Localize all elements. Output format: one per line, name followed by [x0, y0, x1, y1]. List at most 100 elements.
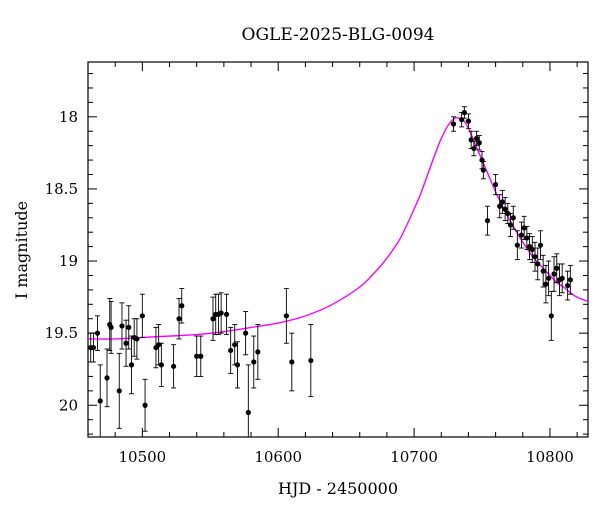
- data-marker: [497, 203, 503, 209]
- data-point: [142, 378, 148, 432]
- data-point: [251, 335, 257, 389]
- data-marker: [559, 275, 565, 281]
- data-point: [228, 326, 234, 374]
- data-point: [283, 287, 289, 344]
- data-marker: [476, 140, 482, 146]
- data-point: [234, 341, 241, 389]
- data-marker: [283, 313, 289, 319]
- data-marker: [223, 311, 230, 318]
- data-marker: [218, 310, 224, 316]
- data-point: [559, 263, 565, 294]
- data-marker: [461, 109, 467, 116]
- data-marker: [507, 222, 514, 228]
- data-point: [507, 212, 514, 237]
- data-marker: [473, 135, 480, 142]
- data-point: [116, 352, 122, 429]
- data-marker: [537, 242, 544, 248]
- data-marker: [471, 145, 477, 152]
- data-marker: [524, 235, 530, 241]
- data-marker: [158, 362, 164, 368]
- data-marker: [116, 388, 122, 394]
- data-marker: [210, 316, 216, 322]
- data-point: [471, 140, 477, 157]
- data-marker: [108, 324, 114, 330]
- data-point: [176, 298, 182, 340]
- data-point: [255, 324, 261, 380]
- data-point: [156, 324, 162, 366]
- data-marker: [139, 313, 145, 319]
- data-marker: [493, 181, 499, 188]
- data-marker: [234, 362, 241, 368]
- data-point: [218, 292, 224, 334]
- data-point: [497, 194, 503, 219]
- data-marker: [94, 330, 101, 336]
- data-marker: [535, 261, 541, 267]
- data-point: [545, 260, 552, 297]
- data-marker: [134, 336, 140, 342]
- data-point: [243, 311, 249, 356]
- data-marker: [567, 277, 573, 283]
- y-tick-label: 19: [59, 252, 78, 270]
- plot-frame: [87, 61, 589, 438]
- data-marker: [255, 349, 261, 355]
- y-axis-label: I magnitude: [12, 201, 31, 299]
- data-marker: [554, 265, 560, 271]
- x-tick-label: 10600: [254, 448, 302, 466]
- data-point: [473, 130, 480, 147]
- data-point: [97, 364, 103, 437]
- data-marker: [170, 363, 177, 369]
- data-marker: [545, 275, 552, 281]
- data-point: [450, 116, 457, 132]
- data-point: [245, 364, 251, 437]
- data-point: [499, 189, 506, 214]
- data-marker: [551, 271, 557, 277]
- data-marker: [540, 268, 546, 274]
- data-marker: [308, 357, 314, 364]
- data-point: [223, 293, 230, 336]
- data-point: [518, 221, 525, 249]
- data-point: [465, 113, 472, 129]
- data-point: [128, 335, 135, 395]
- data-point: [94, 315, 101, 351]
- data-marker: [289, 359, 295, 365]
- data-marker: [543, 281, 549, 287]
- data-marker: [514, 242, 520, 248]
- data-point: [514, 230, 520, 261]
- data-point: [126, 305, 132, 350]
- data-point: [153, 326, 159, 369]
- x-tick-label: 10800: [526, 448, 574, 466]
- data-marker: [450, 121, 457, 127]
- data-point: [565, 270, 571, 301]
- data-marker: [251, 359, 257, 365]
- data-point: [119, 302, 125, 350]
- data-point: [104, 348, 110, 408]
- data-marker: [128, 362, 135, 368]
- x-tick-label: 10700: [390, 448, 438, 466]
- data-marker: [179, 303, 185, 309]
- data-point: [479, 150, 485, 170]
- data-point: [198, 335, 204, 377]
- data-marker: [119, 323, 125, 329]
- data-marker: [518, 232, 525, 238]
- chart-title: OGLE-2025-BLG-0094: [242, 25, 435, 45]
- data-point: [232, 324, 238, 366]
- data-marker: [532, 254, 538, 260]
- data-marker: [548, 313, 554, 319]
- data-point: [210, 296, 216, 341]
- plot-area: [88, 106, 588, 437]
- data-point: [134, 318, 140, 360]
- data-marker: [502, 206, 508, 212]
- y-tick-labels: 18 18.5 19 19.5 20: [45, 108, 78, 414]
- x-tick-label: 10500: [118, 448, 166, 466]
- data-points: [88, 106, 573, 437]
- data-marker: [480, 167, 486, 173]
- data-point: [108, 300, 114, 354]
- data-point: [537, 230, 544, 261]
- data-marker: [529, 246, 535, 253]
- data-marker: [232, 342, 238, 348]
- data-marker: [126, 324, 132, 330]
- data-point: [548, 290, 554, 341]
- data-point: [484, 205, 491, 236]
- data-marker: [465, 118, 472, 124]
